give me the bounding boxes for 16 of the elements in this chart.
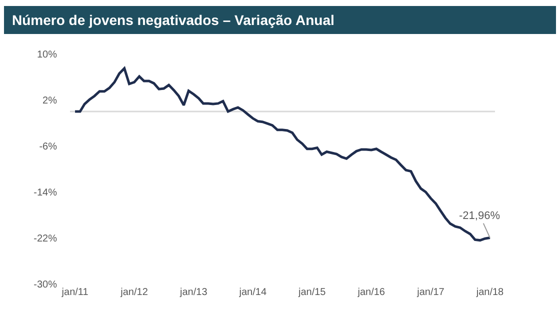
x-tick-label: jan/16 (356, 287, 386, 298)
y-tick-label: -14% (34, 188, 58, 198)
y-tick-label: 2% (42, 96, 58, 106)
x-tick-label: jan/17 (416, 287, 445, 298)
y-tick-label: -30% (34, 280, 58, 290)
y-tick-label: -6% (39, 142, 58, 152)
x-tick-label: jan/18 (475, 287, 504, 298)
y-tick-label: -22% (34, 234, 58, 244)
x-tick-label: jan/12 (120, 287, 148, 298)
x-tick-label: jan/13 (179, 287, 208, 298)
x-tick-label: jan/11 (60, 287, 89, 298)
x-tick-label: jan/15 (297, 287, 326, 298)
annotation: -21,96% (459, 210, 500, 222)
chart-title: Número de jovens negativados – Variação Anual (4, 6, 556, 34)
y-tick-label: 10% (36, 50, 58, 60)
x-tick-label: jan/14 (238, 287, 267, 298)
